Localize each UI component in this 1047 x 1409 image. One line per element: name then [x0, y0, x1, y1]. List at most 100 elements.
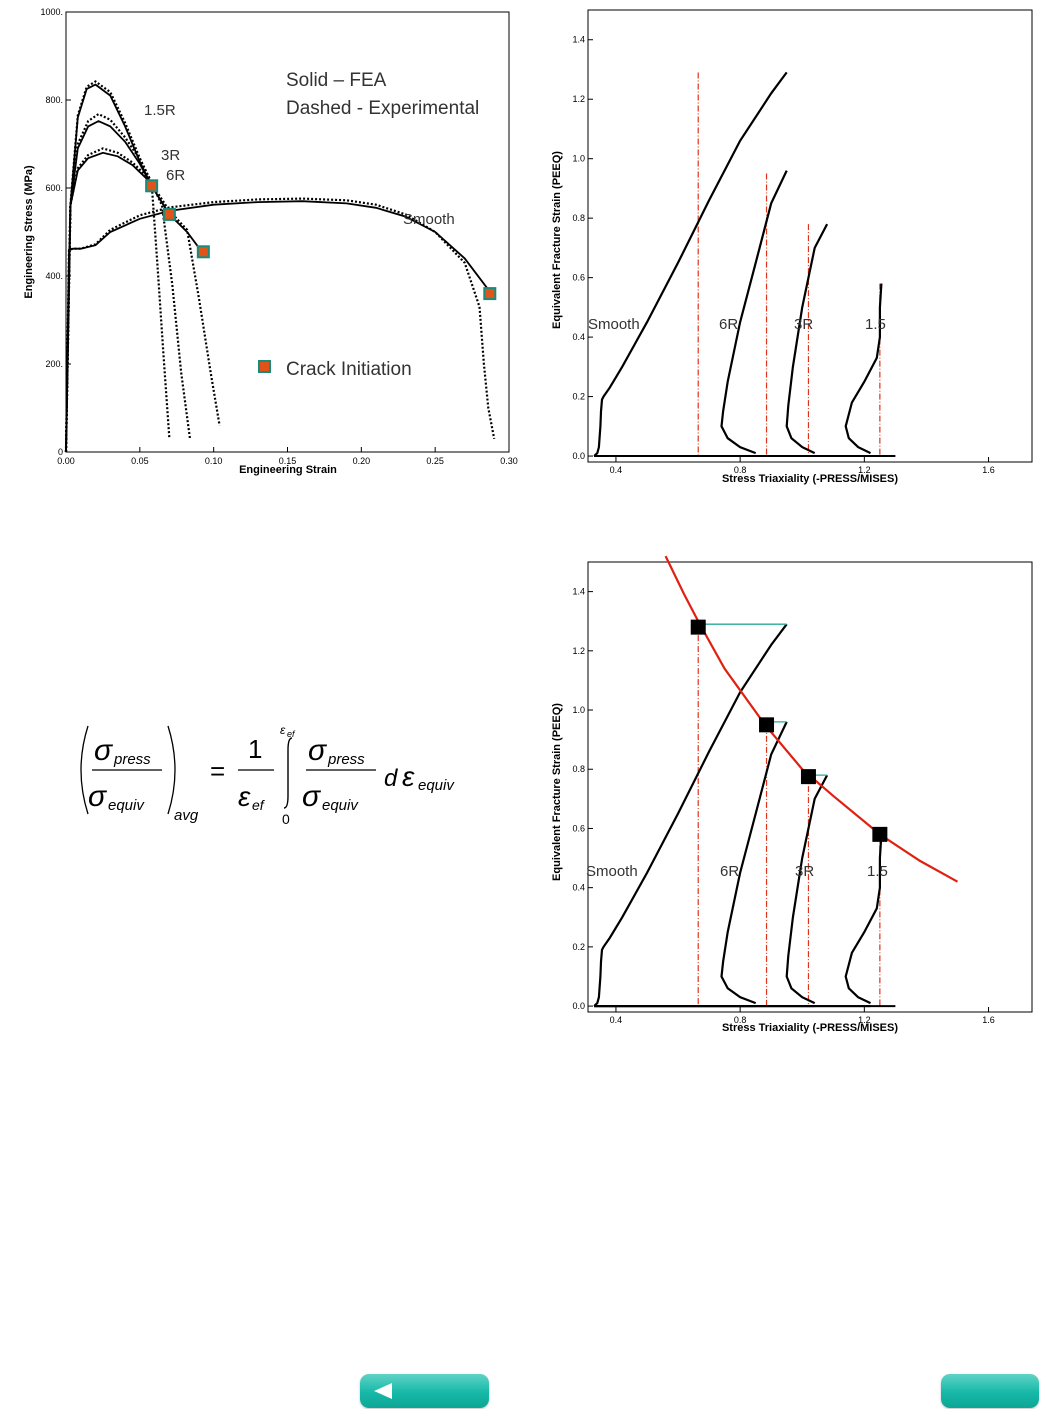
svg-text:=: =: [210, 756, 225, 786]
y-tick-label: 0.0: [572, 451, 585, 461]
crack-initiation-marker: [145, 179, 159, 193]
triaxiality-plot-top: 0.4 0.8 1.2 1.6 0.0 0.2 0.4 0.6 0.8 1.0 1.2 1.4 Str…: [551, 9, 1033, 485]
svg-text:ε: ε: [238, 781, 251, 812]
y-tick-label: 1.4: [572, 35, 585, 45]
y-tick-label: 0.2: [572, 392, 585, 402]
plot-frame: [587, 9, 1033, 463]
svg-text:ε: ε: [402, 761, 415, 792]
svg-text:σ: σ: [94, 734, 114, 767]
y-axis-label: Engineering Stress (MPa): [23, 165, 35, 299]
fracture-point-marker: [690, 619, 706, 635]
curve-label-1-5r: 1.5R: [144, 102, 176, 119]
x-axis-label: Engineering Strain: [239, 464, 337, 476]
y-tick-label: 0.0: [572, 1001, 585, 1011]
y-tick-label: 0.8: [572, 213, 585, 223]
y-tick-label: 600.: [45, 183, 63, 193]
svg-text:ef: ef: [287, 729, 296, 739]
legend-label-crack: Crack Initiation: [286, 359, 412, 380]
y-tick-label: 0.4: [572, 332, 585, 342]
annotation-experimental: Dashed - Experimental: [286, 98, 479, 119]
svg-text:equiv: equiv: [322, 797, 359, 814]
crack-initiation-marker: [162, 207, 176, 221]
series-line: [720, 170, 788, 455]
stress-strain-plot: 0.00 0.05 0.10 0.15 0.20 0.25 0.30 0 200. 400. 600…: [23, 7, 518, 476]
series-line: [844, 283, 883, 455]
svg-text:σ: σ: [302, 780, 322, 813]
y-tick-label: 800.: [45, 95, 63, 105]
curve-label-3r: 3R: [795, 863, 814, 880]
fracture-locus-curve: [664, 555, 959, 883]
x-tick-label: 0.8: [734, 465, 747, 475]
curve-label-smooth: Smooth: [403, 211, 455, 228]
x-axis-label: Stress Triaxiality (-PRESS/MISES): [722, 473, 898, 485]
fracture-point-marker: [872, 826, 888, 842]
svg-text:σ: σ: [308, 734, 328, 767]
back-button[interactable]: [360, 1374, 489, 1408]
series-line: [150, 185, 203, 253]
curve-label-6r: 6R: [719, 316, 738, 333]
series-line: [844, 834, 883, 1005]
series-line: [65, 83, 153, 453]
y-axis-label: Equivalent Fracture Strain (PEEQ): [551, 151, 563, 329]
curve-label-1-5: 1.5: [865, 316, 886, 333]
y-tick-label: 0.8: [572, 764, 585, 774]
y-tick-label: 1.0: [572, 705, 585, 715]
series-line: [785, 774, 829, 1005]
curve-label-smooth: Smooth: [588, 316, 640, 333]
next-button[interactable]: [941, 1374, 1039, 1408]
curve-label-3r: 3R: [794, 316, 813, 333]
svg-text:equiv: equiv: [108, 797, 145, 814]
curve-label-6r: 6R: [166, 167, 185, 184]
stress-strain-chart: 0.00 0.05 0.10 0.15 0.20 0.25 0.30 0 200. 400. 600…: [18, 0, 523, 485]
formula-graphic: σ press σ equiv avg = 1 ε ef ε ef 0 σ pr…: [80, 723, 455, 827]
y-tick-label: 400.: [45, 271, 63, 281]
fracture-point-marker: [800, 769, 816, 785]
triaxiality-chart-bottom: 0.4 0.8 1.2 1.6 0.0 0.2 0.4 0.6 0.8 1.0 1.2 1.4 Str…: [548, 552, 1038, 1038]
curve-label-3r: 3R: [161, 147, 180, 164]
crack-initiation-marker: [483, 287, 497, 301]
series-line: [720, 721, 788, 1005]
series-line: [64, 112, 192, 453]
y-tick-label: 1.4: [572, 587, 585, 597]
svg-text:avg: avg: [174, 807, 199, 824]
svg-text:ef: ef: [252, 797, 266, 813]
x-axis-label: Stress Triaxiality (-PRESS/MISES): [722, 1022, 898, 1034]
series-line: [64, 147, 221, 453]
x-tick-label: 0.00: [57, 456, 75, 466]
series-line: [65, 200, 493, 453]
x-tick-label: 0.25: [426, 456, 444, 466]
y-tick-label: 0: [58, 447, 63, 457]
x-tick-label: 0.4: [610, 465, 623, 475]
svg-text:σ: σ: [88, 780, 108, 813]
y-tick-label: 1000.: [40, 7, 63, 17]
svg-text:0: 0: [282, 811, 290, 827]
y-tick-label: 200.: [45, 359, 63, 369]
triaxiality-plot-bottom: 0.4 0.8 1.2 1.6 0.0 0.2 0.4 0.6 0.8 1.0 1.2 1.4 Str…: [551, 555, 1033, 1034]
series-line: [64, 197, 496, 453]
x-tick-label: 0.05: [131, 456, 149, 466]
plot-frame: [587, 561, 1033, 1013]
crack-initiation-marker: [196, 245, 210, 259]
triaxiality-average-formula: σ press σ equiv avg = 1 ε ef ε ef 0 σ pr…: [70, 710, 490, 850]
svg-text:ε: ε: [280, 723, 286, 737]
svg-text:equiv: equiv: [418, 777, 455, 794]
series-line: [593, 623, 788, 1007]
y-axis-label: Equivalent Fracture Strain (PEEQ): [551, 703, 563, 881]
legend-marker-crack: [258, 360, 271, 373]
left-triangle-icon: [374, 1383, 392, 1399]
x-tick-label: 1.2: [858, 1015, 871, 1025]
annotation-fea: Solid – FEA: [286, 70, 387, 91]
fracture-point-marker: [759, 717, 775, 733]
svg-text:d: d: [384, 765, 398, 792]
y-tick-label: 1.2: [572, 646, 585, 656]
svg-text:press: press: [327, 751, 365, 768]
series-line: [64, 80, 171, 453]
y-tick-label: 0.4: [572, 883, 585, 893]
x-tick-label: 0.10: [205, 456, 223, 466]
x-tick-label: 0.20: [353, 456, 371, 466]
x-tick-label: 1.6: [982, 465, 995, 475]
series-line: [593, 71, 788, 457]
x-tick-label: 0.30: [500, 456, 518, 466]
y-tick-label: 0.6: [572, 273, 585, 283]
x-tick-label: 0.8: [734, 1015, 747, 1025]
